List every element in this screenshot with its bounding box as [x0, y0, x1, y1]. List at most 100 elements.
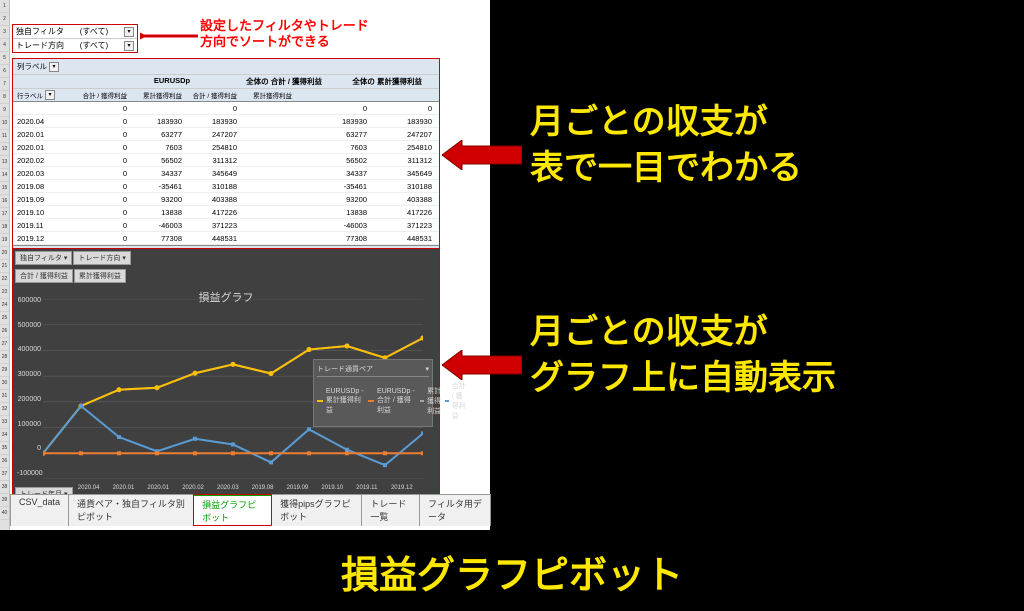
- annotation-table: 月ごとの収支が 表で一目でわかる: [530, 100, 802, 192]
- row-header[interactable]: 25: [0, 312, 9, 325]
- total-sum-header: 全体の 合計 / 獲得利益: [222, 76, 322, 87]
- filter2-value: (すべて): [80, 40, 108, 51]
- sheet-tab[interactable]: 通貨ペア・独自フィルタ別ピボット: [68, 494, 194, 526]
- row-headers: 1234567891011121314151617181920212223242…: [0, 0, 10, 530]
- row-header[interactable]: 33: [0, 416, 9, 429]
- pivot-body: 00002020.0401839301839301839301839302020…: [13, 102, 439, 245]
- row-header[interactable]: 40: [0, 507, 9, 520]
- xaxis-labels: 2020.042020.012020.012020.022020.032019.…: [43, 485, 423, 491]
- chart-filterbar: 独自フィルタ▾ トレード方向▾: [13, 249, 439, 267]
- anno3-l1: 月ごとの収支が: [530, 310, 836, 356]
- table-row[interactable]: 2020.040183930183930183930183930: [13, 115, 439, 128]
- table-row[interactable]: 2019.0909320040338893200403388: [13, 193, 439, 206]
- row-header[interactable]: 4: [0, 39, 9, 52]
- row-header[interactable]: 17: [0, 208, 9, 221]
- table-row[interactable]: 2020.0205650231131256502311312: [13, 154, 439, 167]
- filter1-dropdown[interactable]: ▾: [124, 27, 134, 37]
- sheet-tab[interactable]: CSV_data: [10, 494, 69, 526]
- filter1-label: 独自フィルタ: [16, 26, 64, 37]
- row-header[interactable]: 12: [0, 143, 9, 156]
- excel-window: 1234567891011121314151617181920212223242…: [0, 0, 490, 530]
- legend-item: EURUSDp - 累計獲得利益: [317, 387, 365, 416]
- sheet-tab[interactable]: 損益グラフピボット: [193, 494, 272, 526]
- row-header[interactable]: 8: [0, 91, 9, 104]
- row-header[interactable]: 34: [0, 429, 9, 442]
- sheet-tab[interactable]: トレード一覧: [361, 494, 420, 526]
- filter2-dropdown[interactable]: ▾: [124, 41, 134, 51]
- annotation-filter: 設定したフィルタやトレード 方向でソートができる: [200, 18, 369, 49]
- legend-item: 合計 / 獲得利益: [445, 380, 467, 422]
- colh-3: 累計獲得利益: [237, 90, 292, 100]
- table-row[interactable]: 2019.1207730844853177308448531: [13, 232, 439, 245]
- sheet-tab[interactable]: 獲得pipsグラフピボット: [271, 494, 362, 526]
- row-header[interactable]: 26: [0, 325, 9, 338]
- row-header[interactable]: 23: [0, 286, 9, 299]
- anno2-l1: 月ごとの収支が: [530, 100, 802, 146]
- chart-chip-0[interactable]: 独自フィルタ▾: [15, 251, 72, 265]
- row-header[interactable]: 14: [0, 169, 9, 182]
- arrow-annotation1: [140, 28, 198, 44]
- row-header[interactable]: 36: [0, 455, 9, 468]
- row-header[interactable]: 6: [0, 65, 9, 78]
- row-header[interactable]: 24: [0, 299, 9, 312]
- chart-chip-1[interactable]: トレード方向▾: [73, 251, 131, 265]
- row-header[interactable]: 28: [0, 351, 9, 364]
- chart-container: 独自フィルタ▾ トレード方向▾ 合計 / 獲得利益 累計獲得利益 損益グラフ 6…: [12, 248, 440, 504]
- table-row[interactable]: 2019.1001383841722613838417226: [13, 206, 439, 219]
- row-header[interactable]: 3: [0, 26, 9, 39]
- table-row[interactable]: 2020.0106327724720763277247207: [13, 128, 439, 141]
- filter2-label: トレード方向: [16, 40, 64, 51]
- row-header[interactable]: 13: [0, 156, 9, 169]
- row-header[interactable]: 11: [0, 130, 9, 143]
- chart-schip-1[interactable]: 累計獲得利益: [74, 269, 126, 283]
- chart-series-bar: 合計 / 獲得利益 累計獲得利益: [13, 267, 439, 285]
- row-header[interactable]: 27: [0, 338, 9, 351]
- row-header[interactable]: 20: [0, 247, 9, 260]
- row-header[interactable]: 21: [0, 260, 9, 273]
- pivot-filter-box: 独自フィルタ (すべて) ▾ トレード方向 (すべて) ▾: [12, 24, 138, 53]
- yaxis-labels: 6000005000004000003000002000001000000-10…: [17, 297, 41, 477]
- row-header[interactable]: 31: [0, 390, 9, 403]
- sheet-tab[interactable]: フィルタ用データ: [419, 494, 491, 526]
- row-header[interactable]: 38: [0, 481, 9, 494]
- row-header[interactable]: 5: [0, 52, 9, 65]
- row-header[interactable]: 19: [0, 234, 9, 247]
- table-row[interactable]: 2019.080-35461310188-35461310188: [13, 180, 439, 193]
- annotation1-l1: 設定したフィルタやトレード: [200, 18, 369, 34]
- row-header[interactable]: 2: [0, 13, 9, 26]
- row-header[interactable]: 29: [0, 364, 9, 377]
- anno3-l2: グラフ上に自動表示: [530, 356, 836, 402]
- row-header[interactable]: 37: [0, 468, 9, 481]
- annotation1-l2: 方向でソートができる: [200, 34, 369, 50]
- row-header[interactable]: 1: [0, 0, 9, 13]
- anno2-l2: 表で一目でわかる: [530, 146, 802, 192]
- chart-schip-0[interactable]: 合計 / 獲得利益: [15, 269, 73, 283]
- row-label-header: 行ラベル: [17, 90, 43, 100]
- row-label-dropdown[interactable]: ▾: [45, 90, 55, 100]
- arrow-chart: [442, 350, 522, 380]
- row-header[interactable]: 39: [0, 494, 9, 507]
- row-header[interactable]: 35: [0, 442, 9, 455]
- col-label-header: 列ラベル: [17, 61, 47, 72]
- row-header[interactable]: 7: [0, 78, 9, 91]
- legend-item: 累計獲得利益: [420, 385, 442, 417]
- legend-item: EURUSDp - 合計 / 獲得利益: [368, 387, 416, 416]
- table-row[interactable]: 0000: [13, 102, 439, 115]
- table-row[interactable]: 2019.110-46003371223-46003371223: [13, 219, 439, 232]
- pivot-table: 列ラベル▾ EURUSDp 全体の 合計 / 獲得利益 全体の 累計獲得利益 行…: [12, 58, 440, 260]
- filter1-value: (すべて): [80, 26, 108, 37]
- row-header[interactable]: 9: [0, 104, 9, 117]
- bottom-title: 損益グラフピボット: [0, 544, 1024, 599]
- row-header[interactable]: 15: [0, 182, 9, 195]
- table-row[interactable]: 2020.01076032548107603254810: [13, 141, 439, 154]
- row-header[interactable]: 30: [0, 377, 9, 390]
- row-header[interactable]: 18: [0, 221, 9, 234]
- chart-legend: トレード通貨ペア▾ EURUSDp - 累計獲得利益EURUSDp - 合計 /…: [313, 359, 433, 427]
- table-row[interactable]: 2020.0303433734564934337345649: [13, 167, 439, 180]
- row-header[interactable]: 16: [0, 195, 9, 208]
- row-header[interactable]: 22: [0, 273, 9, 286]
- row-header[interactable]: 32: [0, 403, 9, 416]
- col-label-dropdown[interactable]: ▾: [49, 62, 59, 72]
- sheet-tabs: CSV_data通貨ペア・独自フィルタ別ピボット損益グラフピボット獲得pipsグ…: [10, 494, 490, 526]
- row-header[interactable]: 10: [0, 117, 9, 130]
